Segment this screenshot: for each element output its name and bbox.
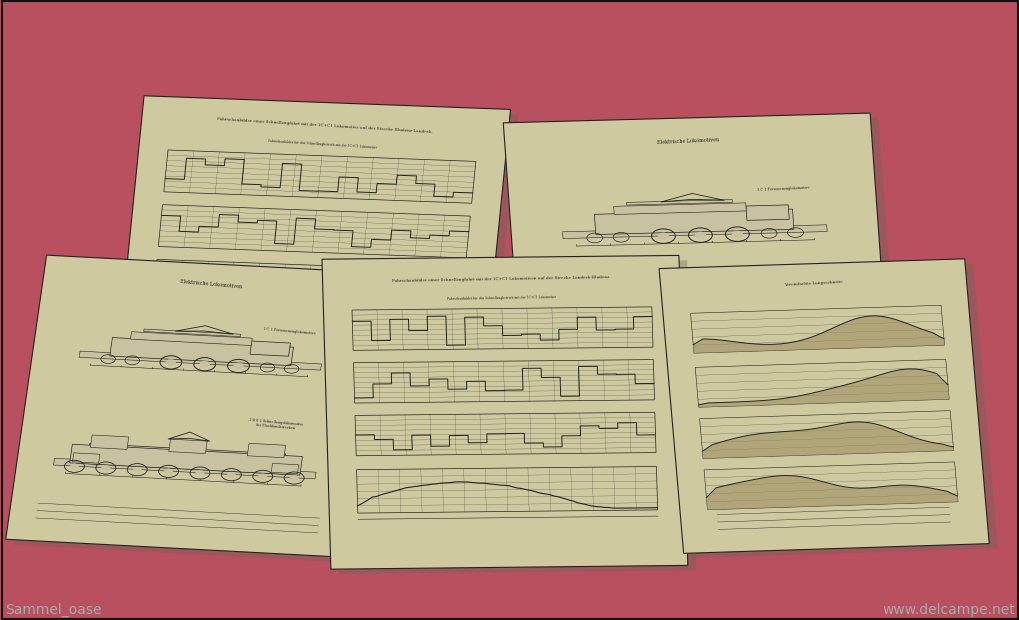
Text: Sammel_oase: Sammel_oase — [5, 603, 102, 617]
Circle shape — [227, 472, 235, 477]
Circle shape — [70, 464, 78, 469]
Polygon shape — [626, 200, 732, 205]
Polygon shape — [53, 458, 316, 479]
Polygon shape — [330, 260, 695, 574]
Polygon shape — [13, 260, 389, 562]
Circle shape — [196, 471, 204, 476]
Polygon shape — [595, 329, 636, 344]
Polygon shape — [271, 463, 299, 474]
Text: www.delcampe.net: www.delcampe.net — [881, 603, 1014, 617]
Circle shape — [132, 467, 142, 472]
Text: Elektrische Lokomotiven: Elektrische Lokomotiven — [180, 279, 243, 289]
Text: Elektrische Lokomotiven: Elektrische Lokomotiven — [656, 138, 718, 145]
Circle shape — [647, 361, 656, 367]
Text: 1 C 1 Personenzuglokomotive: 1 C 1 Personenzuglokomotive — [756, 186, 809, 192]
Circle shape — [657, 233, 668, 239]
Polygon shape — [698, 369, 949, 407]
Polygon shape — [560, 352, 847, 366]
Circle shape — [819, 356, 828, 362]
Polygon shape — [144, 329, 240, 337]
Polygon shape — [79, 351, 321, 370]
Text: Fahrschaubilder fur den Schnellzugbetrieb mit der 1C+C1 Lokomotive: Fahrschaubilder fur den Schnellzugbetrie… — [446, 294, 555, 301]
Text: Fahrschaubilder einer Schnellzugfahrt mit der 1C+C1 Lokomotive auf der Strecke B: Fahrschaubilder einer Schnellzugfahrt mi… — [217, 117, 432, 134]
Circle shape — [164, 469, 172, 474]
Polygon shape — [658, 259, 988, 554]
Polygon shape — [168, 439, 207, 454]
Polygon shape — [119, 101, 518, 436]
Circle shape — [732, 231, 742, 237]
Text: Vereinfachte Langsschnitte: Vereinfachte Langsschnitte — [784, 280, 843, 287]
Polygon shape — [767, 325, 808, 340]
Circle shape — [258, 474, 267, 479]
Polygon shape — [681, 327, 722, 342]
Polygon shape — [247, 443, 285, 458]
Polygon shape — [745, 205, 789, 220]
Text: 1 C 1 Personenzuglokomotive: 1 C 1 Personenzuglokomotive — [262, 327, 315, 335]
Polygon shape — [322, 255, 687, 569]
Text: 2 B 0 2 Schnellzugslokomotive
fur Flachlandstrecken: 2 B 0 2 Schnellzugslokomotive fur Flachl… — [763, 294, 818, 305]
Circle shape — [579, 363, 588, 369]
Polygon shape — [69, 445, 303, 475]
Polygon shape — [797, 345, 826, 355]
Polygon shape — [6, 255, 381, 557]
Circle shape — [233, 363, 244, 369]
Circle shape — [716, 360, 726, 365]
Polygon shape — [576, 335, 829, 363]
Polygon shape — [91, 435, 128, 449]
Text: Fahrschaubilder fur den Schnellzugbetrieb mit der 1C+C1 Lokomotive: Fahrschaubilder fur den Schnellzugbetrie… — [268, 139, 377, 150]
Circle shape — [613, 362, 623, 368]
Circle shape — [785, 358, 794, 363]
Circle shape — [166, 360, 175, 365]
Polygon shape — [512, 118, 902, 462]
Circle shape — [200, 361, 209, 367]
Polygon shape — [693, 316, 944, 353]
Circle shape — [289, 476, 298, 480]
Polygon shape — [702, 422, 953, 459]
Polygon shape — [111, 95, 511, 432]
Polygon shape — [580, 350, 609, 361]
Polygon shape — [562, 225, 826, 239]
Circle shape — [682, 360, 691, 366]
Polygon shape — [87, 443, 285, 474]
Polygon shape — [110, 337, 293, 366]
Polygon shape — [72, 453, 100, 463]
Circle shape — [694, 232, 705, 238]
Circle shape — [750, 358, 759, 364]
Text: 2 B 0 2 Schnellzugslokomotive
fur Flachlandstrecken: 2 B 0 2 Schnellzugslokomotive fur Flachl… — [248, 418, 303, 432]
Polygon shape — [667, 264, 997, 558]
Polygon shape — [594, 209, 793, 234]
Text: Fahrschaubilder einer Schnellzugfahrt mit der 1C+C1 Lokomotiven auf der Strecke : Fahrschaubilder einer Schnellzugfahrt mi… — [391, 275, 609, 283]
Polygon shape — [613, 203, 746, 215]
Polygon shape — [250, 341, 290, 356]
Polygon shape — [706, 476, 957, 510]
Polygon shape — [502, 113, 894, 458]
Polygon shape — [594, 334, 810, 362]
Circle shape — [102, 466, 110, 471]
Polygon shape — [130, 332, 252, 345]
